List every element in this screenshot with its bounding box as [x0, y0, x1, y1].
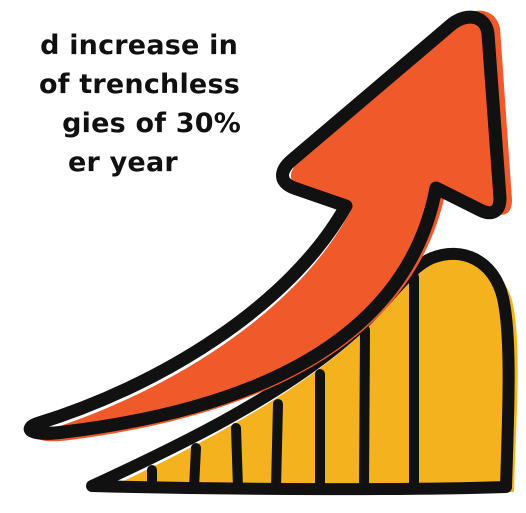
caption-line-2: of trenchless: [39, 69, 240, 100]
caption-line-3: gies of 30%: [62, 108, 241, 139]
caption-line-1: d increase in: [40, 30, 238, 61]
upward-trend-arrow-icon: [23, 10, 513, 442]
growth-caption: d increase in of trenchless gies of 30% …: [0, 26, 248, 182]
caption-line-4: er year: [68, 147, 178, 178]
ascending-bars-icon: [86, 247, 518, 496]
